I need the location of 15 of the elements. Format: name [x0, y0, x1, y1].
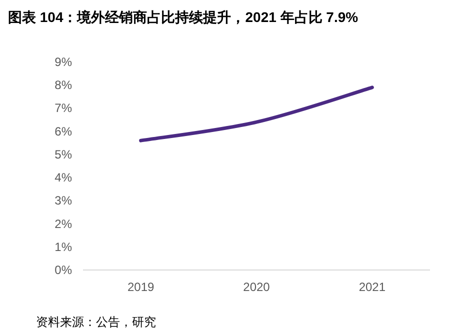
y-tick-label: 9% — [54, 55, 72, 69]
y-tick-label: 8% — [54, 78, 72, 92]
y-tick-label: 3% — [54, 194, 72, 208]
y-tick-label: 2% — [54, 216, 72, 231]
text: 资料来源：公告，研究 — [36, 315, 156, 329]
y-tick-label: 6% — [54, 124, 72, 138]
x-tick-label: 2020 — [243, 280, 270, 294]
x-tick-label: 2019 — [127, 280, 155, 294]
y-tick-label: 1% — [54, 240, 72, 254]
chart-title: 图表 104：境外经销商占比持续提升，2021 年占比 7.9% — [8, 9, 359, 25]
y-tick-label: 5% — [54, 147, 72, 162]
y-tick-label: 0% — [54, 263, 72, 277]
x-tick-label: 2021 — [358, 280, 386, 294]
y-tick-label: 4% — [54, 170, 72, 185]
y-tick-label: 7% — [54, 101, 72, 116]
